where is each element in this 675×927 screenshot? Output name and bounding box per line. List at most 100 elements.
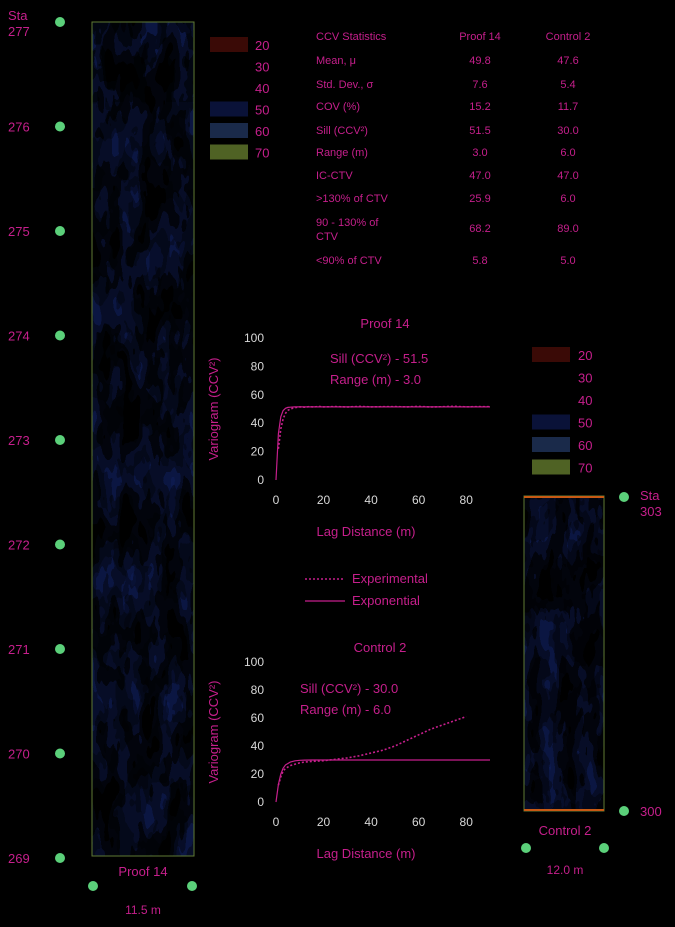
control-xtick-60: 60 — [412, 815, 426, 829]
stats-row-control-0: 47.6 — [557, 55, 578, 67]
proof-ylabel: Variogram (CCV²) — [206, 357, 221, 460]
control-ytick-20: 20 — [251, 767, 265, 781]
control-series-exponential — [275, 759, 490, 803]
legend-top-value-50: 50 — [255, 103, 269, 118]
stats-header-label: CCV Statistics — [316, 31, 387, 43]
stats-row-proof-6: 25.9 — [469, 193, 490, 205]
stats-row-label-4: Range (m) — [316, 147, 368, 159]
station-label-274: 274 — [8, 329, 30, 344]
legend-right-swatch-20 — [532, 347, 570, 362]
station-marker-303 — [619, 492, 629, 502]
control-ytick-60: 60 — [251, 711, 265, 725]
legend-top-swatch-60 — [210, 123, 248, 138]
station-label-271: 271 — [8, 642, 30, 657]
stats-row-label-7-cont: CTV — [316, 231, 339, 243]
stats-row-proof-5: 47.0 — [469, 170, 490, 182]
station-marker-270 — [55, 748, 65, 759]
legend-top-value-20: 20 — [255, 38, 269, 53]
station-label-272: 272 — [8, 538, 30, 553]
proof-strip-dark — [92, 22, 194, 856]
proof-annotation-1: Range (m) - 3.0 — [330, 372, 421, 387]
control-xtick-80: 80 — [460, 815, 474, 829]
stats-row-proof-2: 15.2 — [469, 101, 490, 113]
station-marker-274 — [55, 330, 65, 341]
control-xtick-20: 20 — [317, 815, 331, 829]
proof-strip-width: 11.5 m — [125, 903, 161, 917]
legend-right-swatch-30 — [532, 369, 570, 385]
stats-row-control-2: 11.7 — [558, 101, 579, 113]
legend-right-value-50: 50 — [578, 416, 592, 431]
stats-row-control-6: 6.0 — [560, 193, 575, 205]
proof-strip-name: Proof 14 — [118, 864, 167, 879]
control-xtick-40: 40 — [364, 815, 378, 829]
proof-ytick-80: 80 — [251, 359, 265, 373]
proof-xtick-60: 60 — [412, 493, 426, 507]
control-strip — [523, 495, 605, 812]
proof-series-exponential — [275, 406, 490, 481]
stats-row-proof-8: 5.8 — [472, 255, 487, 267]
stats-row-control-4: 6.0 — [560, 147, 575, 159]
legend-right-swatch-70 — [532, 459, 570, 475]
stats-row-label-2: COV (%) — [316, 101, 360, 113]
proof-strip-marker-right — [187, 881, 197, 891]
station-label-275: 275 — [8, 224, 30, 239]
stats-row-proof-3: 51.5 — [469, 125, 490, 137]
legend-top-swatch-30 — [210, 58, 248, 74]
control-ylabel: Variogram (CCV²) — [206, 680, 221, 783]
station-header-left: Sta — [8, 8, 28, 23]
legend-right-value-30: 30 — [578, 371, 592, 386]
control-chart-title: Control 2 — [354, 640, 407, 655]
station-header-right: Sta — [640, 488, 660, 503]
station-label-303: 303 — [640, 504, 662, 519]
control-ytick-40: 40 — [251, 739, 265, 753]
stats-row-label-3: Sill (CCV²) — [316, 125, 368, 137]
legend-right-swatch-50 — [532, 414, 570, 430]
control-strip-name: Control 2 — [539, 823, 592, 838]
legend-right-swatch-40 — [532, 392, 570, 407]
legend-right-value-60: 60 — [578, 438, 592, 453]
station-label-276: 276 — [8, 120, 30, 135]
station-label-300: 300 — [640, 804, 662, 819]
control-series-experimental — [277, 715, 467, 786]
legend-line-experimental: Experimental — [352, 571, 428, 586]
proof-ytick-0: 0 — [257, 473, 264, 487]
legend-right-value-40: 40 — [578, 393, 592, 408]
control-ytick-0: 0 — [257, 795, 264, 809]
legend-line-exponential: Exponential — [352, 593, 420, 608]
station-marker-277 — [55, 17, 65, 27]
proof-series-experimental — [277, 405, 491, 449]
control-xtick-0: 0 — [273, 815, 280, 829]
legend-top-value-60: 60 — [255, 124, 269, 139]
station-marker-275 — [55, 226, 65, 236]
legend-top-value-30: 30 — [255, 60, 269, 75]
proof-xtick-40: 40 — [364, 493, 378, 507]
stats-row-proof-7: 68.2 — [469, 223, 490, 235]
legend-top-value-40: 40 — [255, 81, 269, 96]
legend-top-swatch-40 — [210, 80, 248, 95]
proof-strip-marker-left — [88, 881, 98, 891]
stats-row-label-7: 90 - 130% of — [316, 217, 379, 229]
control-strip-width: 12.0 m — [547, 863, 584, 877]
station-marker-271 — [55, 644, 65, 654]
legend-right-value-20: 20 — [578, 348, 592, 363]
stats-row-label-1: Std. Dev., σ — [316, 79, 374, 91]
stats-row-proof-0: 49.8 — [469, 55, 490, 67]
control-annotation-0: Sill (CCV²) - 30.0 — [300, 681, 398, 696]
control-xlabel: Lag Distance (m) — [317, 846, 416, 861]
legend-top-swatch-20 — [210, 37, 248, 52]
station-marker-273 — [55, 435, 65, 445]
station-label-273: 273 — [8, 433, 30, 448]
station-marker-300 — [619, 806, 629, 816]
control-ytick-100: 100 — [244, 655, 264, 669]
proof-ytick-20: 20 — [251, 445, 265, 459]
proof-ytick-100: 100 — [244, 331, 264, 345]
proof-strip-frame — [91, 21, 195, 857]
proof-annotation-0: Sill (CCV²) - 51.5 — [330, 351, 428, 366]
proof-strip-top-band — [92, 22, 194, 102]
proof-ytick-40: 40 — [251, 416, 265, 430]
proof-xlabel: Lag Distance (m) — [317, 524, 416, 539]
stats-row-label-6: >130% of CTV — [316, 193, 389, 205]
proof-chart-title: Proof 14 — [360, 316, 409, 331]
control-strip-marker-right — [599, 843, 609, 853]
